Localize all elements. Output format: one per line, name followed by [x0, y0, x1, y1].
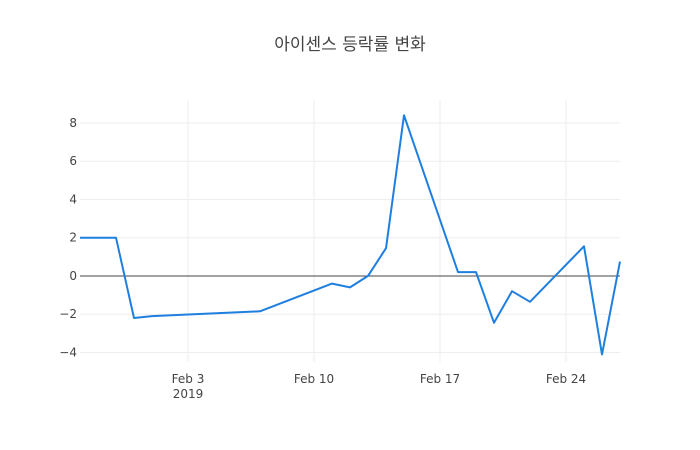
y-axis-ticks: 8 6 4 2 0 −2 −4 [59, 116, 77, 359]
y-tick-label: 4 [69, 192, 77, 206]
y-tick-label: 0 [69, 269, 77, 283]
y-tick-label: −4 [59, 345, 77, 359]
x-tick-label: Feb 24 [546, 372, 586, 386]
y-tick-label: −2 [59, 307, 77, 321]
x-tick-sublabel: 2019 [173, 387, 204, 401]
grid [80, 100, 620, 362]
y-tick-label: 8 [69, 116, 77, 130]
chart-title: 아이센스 등락률 변화 [274, 35, 426, 55]
series-line [80, 114, 621, 356]
series-lines [80, 114, 621, 356]
x-tick-label: Feb 17 [420, 372, 460, 386]
y-tick-label: 2 [69, 231, 77, 245]
x-tick-label: Feb 3 [172, 372, 205, 386]
y-tick-label: 6 [69, 154, 77, 168]
x-tick-label: Feb 10 [294, 372, 334, 386]
